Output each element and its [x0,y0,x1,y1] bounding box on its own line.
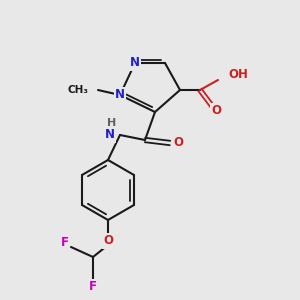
Text: OH: OH [228,68,248,82]
Text: F: F [89,280,97,293]
Text: O: O [211,104,221,118]
Text: H: H [107,118,116,128]
Text: N: N [105,128,115,142]
Text: N: N [130,56,140,70]
Text: O: O [103,235,113,248]
Text: O: O [173,136,183,149]
Text: CH₃: CH₃ [67,85,88,95]
Text: N: N [115,88,125,101]
Text: F: F [61,236,69,248]
